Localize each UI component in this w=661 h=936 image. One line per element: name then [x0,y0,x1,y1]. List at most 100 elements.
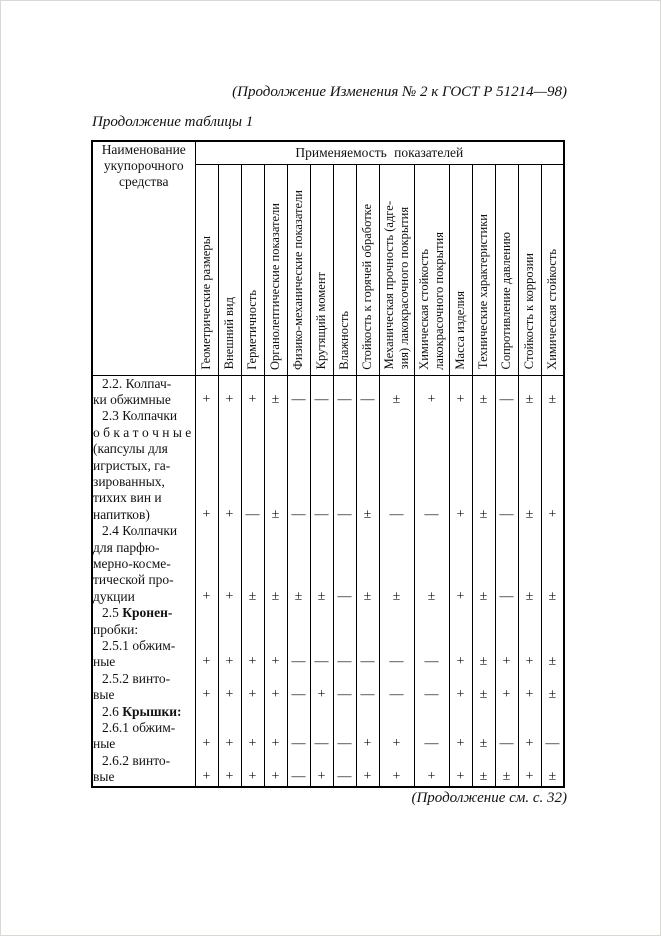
value-cell: — [378,670,415,704]
column-header-label: Внешний вид [222,297,236,370]
value-cell [332,605,357,638]
table-row: 2.2. Колпач- ки обжимные + + + ± — — — — ± + + ± — ± ± [91,375,565,409]
value-cell: + [194,375,219,409]
value-cell: ± [517,408,542,524]
applicability-table: Наименование укупорочного средства Приме… [91,140,566,788]
value-cell: — [413,408,450,524]
value-cell [517,703,542,721]
value-cell: + [448,638,473,671]
value-cell [448,605,473,638]
value-cell: + [263,670,288,704]
row-label: 2.2. Колпач- ки обжимные [91,375,196,409]
column-header-7: Влажность [332,163,357,376]
value-cell: + [448,720,473,753]
value-cell: ± [263,375,288,409]
value-cell: + [263,752,288,787]
value-cell: + [309,670,334,704]
value-cell: — [413,638,450,671]
value-cell: — [378,408,415,524]
column-header-label: Влажность [337,310,351,370]
column-header-8: Стойкость к горячей обработке [355,163,380,376]
value-cell: — [378,638,415,671]
value-cell: ± [471,720,496,753]
value-cell: + [309,752,334,787]
value-cell: + [448,752,473,787]
table-row: 2.5.1 обжим- ные + + + + — — — — — — + ± + + ± [91,638,565,671]
value-cell: + [378,720,415,753]
column-header-15: Химическая стойкость [540,163,565,376]
document-footer-note: (Продолжение см. с. 32) [411,790,567,806]
value-cell: + [194,670,219,704]
value-cell [355,703,380,721]
value-cell: + [217,523,242,606]
value-cell: — [332,720,357,753]
table-caption: Продолжение таблицы 1 [92,114,254,130]
value-cell [471,605,496,638]
value-cell: ± [540,670,565,704]
value-cell [540,703,565,721]
value-cell: ± [540,752,565,787]
value-cell: + [217,408,242,524]
row-label: 2.5 Кронен- пробки: [91,605,196,638]
value-cell: + [240,670,265,704]
value-cell [263,605,288,638]
value-cell: — [413,720,450,753]
value-cell: + [494,638,519,671]
value-cell: + [517,638,542,671]
column-header-1: Геометрические размеры [194,163,219,376]
column-header-14: Стойкость к коррозии [517,163,542,376]
table-row: 2.3 Колпачки о б к а т о ч н ы е (капсул… [91,408,565,524]
value-cell: + [517,752,542,787]
value-cell: + [448,670,473,704]
value-cell: + [240,720,265,753]
value-cell: + [263,638,288,671]
value-cell: + [194,408,219,524]
value-cell: + [378,752,415,787]
row-label: 2.4 Колпачки для парфю- мерно-косме- тич… [91,523,196,606]
value-cell: + [240,375,265,409]
value-cell: + [355,752,380,787]
column-header-label: Герметичность [245,289,259,370]
value-cell: + [240,752,265,787]
value-cell: + [240,638,265,671]
value-cell: ± [413,523,450,606]
value-cell [286,605,311,638]
value-cell: — [332,375,357,409]
column-header-label: Механическая прочность (адге- зия) лакок… [381,201,411,370]
value-cell: — [286,638,311,671]
value-cell: ± [378,375,415,409]
value-cell: + [217,375,242,409]
value-cell: — [332,408,357,524]
value-cell: — [286,720,311,753]
value-cell: — [494,720,519,753]
column-header-2: Внешний вид [217,163,242,376]
value-cell: — [286,752,311,787]
value-cell: ± [471,408,496,524]
table-header-row-1: Наименование укупорочного средства Приме… [91,140,565,376]
value-cell [517,605,542,638]
value-cell: + [540,408,565,524]
column-header-label: Крутящий момент [314,272,328,370]
value-cell: — [494,375,519,409]
column-header-label: Химическая стойкость лакокрасочного покр… [416,231,446,370]
value-cell: ± [471,670,496,704]
table-row: 2.5 Кронен- пробки: [91,605,565,638]
value-cell [194,703,219,721]
value-cell: ± [263,408,288,524]
value-cell: ± [540,375,565,409]
value-cell: + [217,720,242,753]
value-cell [286,703,311,721]
value-cell [309,703,334,721]
table-row: 2.4 Колпачки для парфю- мерно-косме- тич… [91,523,565,606]
column-header-6: Крутящий момент [309,163,334,376]
value-cell: — [309,375,334,409]
column-header-label: Технические характеристики [476,214,490,370]
table-header-row-2: Геометрические размеры Внешний вид Гермети… [92,163,565,376]
value-cell [378,703,415,721]
value-cell: — [286,670,311,704]
column-header-label: Органолептические показатели [268,202,282,370]
column-header-label: Масса изделия [453,290,467,370]
column-header-label: Стойкость к коррозии [522,253,536,370]
column-header-5: Физико-механические показатели [286,163,311,376]
